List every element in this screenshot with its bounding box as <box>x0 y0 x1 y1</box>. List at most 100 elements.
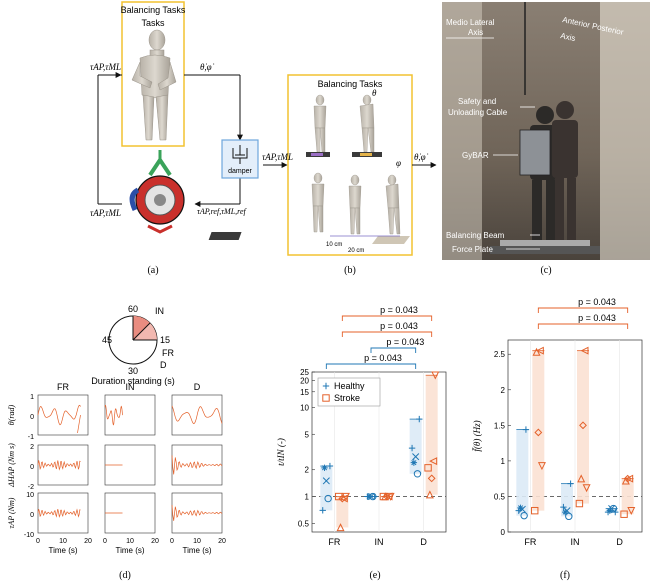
data-point <box>412 453 420 461</box>
range-band <box>409 419 422 474</box>
phi-label: φ <box>396 158 401 168</box>
trace-2-0 <box>37 508 81 518</box>
data-point <box>560 503 567 511</box>
y-tick-label: 0 <box>501 528 506 537</box>
data-point <box>577 474 586 483</box>
x-tick-2-2: 20 <box>218 538 226 545</box>
damper-icon <box>232 145 248 164</box>
trace-0-1 <box>104 404 123 426</box>
data-point <box>321 464 328 472</box>
gybar-label: GyBAR <box>462 151 489 160</box>
range-band <box>516 429 529 516</box>
x-tick-0-2: 20 <box>84 538 92 545</box>
data-point <box>416 415 423 423</box>
data-point <box>383 492 391 501</box>
data-point <box>319 507 326 514</box>
ml-axis-label-2: Axis <box>468 28 483 37</box>
data-point <box>324 494 332 503</box>
tau-in-label: τAP,τML <box>90 62 121 72</box>
y-tick-label: 25 <box>300 368 309 377</box>
panel-c: Medio Lateral Axis Anterior Posterior Ax… <box>442 2 650 276</box>
significance-label: p = 0.043 <box>578 297 616 307</box>
clock-tick-60: 60 <box>128 304 138 314</box>
legend-stroke-marker <box>322 394 330 402</box>
legend-healthy-marker <box>322 382 330 390</box>
subplot-0-0 <box>37 394 89 436</box>
theta-phi-dot-label-b: θ̇,φ̇ <box>414 152 429 162</box>
significance-label: p = 0.043 <box>578 313 616 323</box>
data-point <box>534 428 543 437</box>
y-tick-label: 1.5 <box>494 421 506 430</box>
dim-20cm: 20 cm <box>348 248 364 254</box>
significance-bracket <box>537 307 629 313</box>
clock-xlabel: Duration standing (s) <box>91 376 175 386</box>
clock-tick-45: 45 <box>102 335 112 345</box>
tau-in-label-b: τAP,τML <box>262 152 293 162</box>
x-tick-0-0: 0 <box>36 538 40 545</box>
row-tick-0-2: -1 <box>28 434 34 441</box>
range-band <box>320 466 333 511</box>
plate-label: Force Plate <box>452 245 493 254</box>
data-point <box>429 457 438 466</box>
trace-1-0 <box>37 460 81 471</box>
beam-label: Balancing Beam <box>446 231 505 240</box>
x-tick-2-0: 0 <box>170 538 174 545</box>
theta-label: θ <box>372 88 377 98</box>
panel-b-label: (b) <box>344 265 356 276</box>
cable-label-2: Unloading Cable <box>448 108 508 117</box>
x-tick-in: IN <box>375 537 384 547</box>
panel-a: Balancing Tasks Tasks τAP,τML θ̇,φ̇ τAP,… <box>90 1 259 276</box>
data-point <box>520 511 528 520</box>
x-tick-d: D <box>420 537 427 547</box>
range-band <box>336 496 349 528</box>
data-point <box>431 371 440 380</box>
data-point <box>367 492 375 501</box>
y-axis-label: t/tIN (-) <box>276 438 286 466</box>
balancing-tasks-title-b: Balancing Tasks <box>318 79 383 89</box>
clock-tick-15: 15 <box>160 335 170 345</box>
cable-label: Safety and <box>458 97 496 106</box>
ml-axis-label: Medio Lateral <box>446 18 495 27</box>
y-tick-label: 2 <box>305 466 310 475</box>
row-tick-1-0: 2 <box>30 444 34 451</box>
clock-legend-in: IN <box>155 306 164 316</box>
duration-clock: 60 15 30 45 IN FR D Duration standing (s… <box>91 304 175 386</box>
ap-axis-label-2: Axis <box>560 31 577 43</box>
trace-0-2 <box>171 405 223 425</box>
tau-out-label: τAP,τML <box>90 208 121 218</box>
data-point <box>427 474 436 483</box>
gybar-device <box>519 129 551 176</box>
trace-0-0 <box>37 404 81 426</box>
panel-a-label: (a) <box>147 265 158 276</box>
significance-label: p = 0.043 <box>364 353 402 363</box>
data-point <box>621 476 630 485</box>
y-tick-label: 1 <box>305 493 310 502</box>
data-point <box>408 444 416 452</box>
data-point <box>612 508 619 516</box>
row-tick-1-1: 0 <box>30 464 34 471</box>
theta-phi-dot-label: θ̇,φ̇ <box>200 62 215 72</box>
data-point <box>371 493 378 500</box>
data-point <box>623 474 632 483</box>
trace-1-2 <box>171 455 223 475</box>
clock-fr-wedge <box>133 315 150 340</box>
x-tick-1-0: 0 <box>103 538 107 545</box>
data-point <box>336 523 345 532</box>
data-point <box>531 506 539 515</box>
clock-legend-fr: FR <box>162 348 174 358</box>
x-tick-fr: FR <box>328 537 340 547</box>
y-tick-label: 10 <box>300 403 309 412</box>
y-tick-label: 0.5 <box>298 519 310 528</box>
range-band <box>577 350 589 504</box>
balancing-beam <box>500 240 590 246</box>
row-tick-2-2: -10 <box>24 532 34 539</box>
x-tick-1-1: 10 <box>126 538 134 545</box>
data-point <box>620 510 628 518</box>
data-point <box>625 474 634 483</box>
row-tick-2-1: 0 <box>30 512 34 519</box>
data-point <box>522 426 530 433</box>
damper-label: damper <box>228 168 252 175</box>
significance-bracket <box>537 323 629 329</box>
column-title-in: IN <box>126 382 135 392</box>
